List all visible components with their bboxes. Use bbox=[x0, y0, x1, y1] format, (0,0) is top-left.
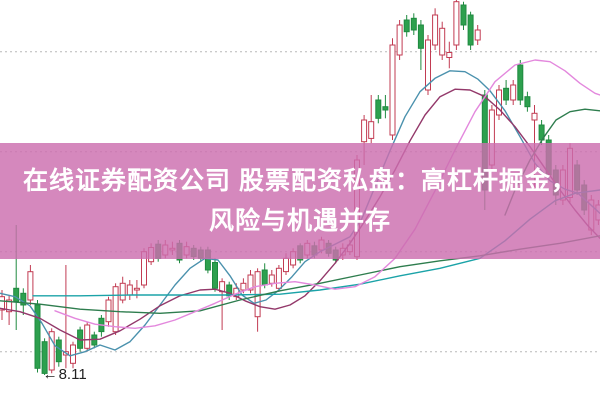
low-price-marker: ← 8.11 bbox=[43, 366, 87, 383]
arrow-left-icon: ← bbox=[42, 366, 58, 383]
promo-banner: 在线证券配资公司 股票配资私盘：高杠杆掘金， 风险与机遇并存 bbox=[0, 143, 600, 259]
banner-title-line1: 在线证券配资公司 股票配资私盘：高杠杆掘金， bbox=[23, 167, 577, 196]
banner-title-line2: 风险与机遇并存 bbox=[208, 206, 391, 235]
low-price-label: 8.11 bbox=[58, 366, 87, 383]
